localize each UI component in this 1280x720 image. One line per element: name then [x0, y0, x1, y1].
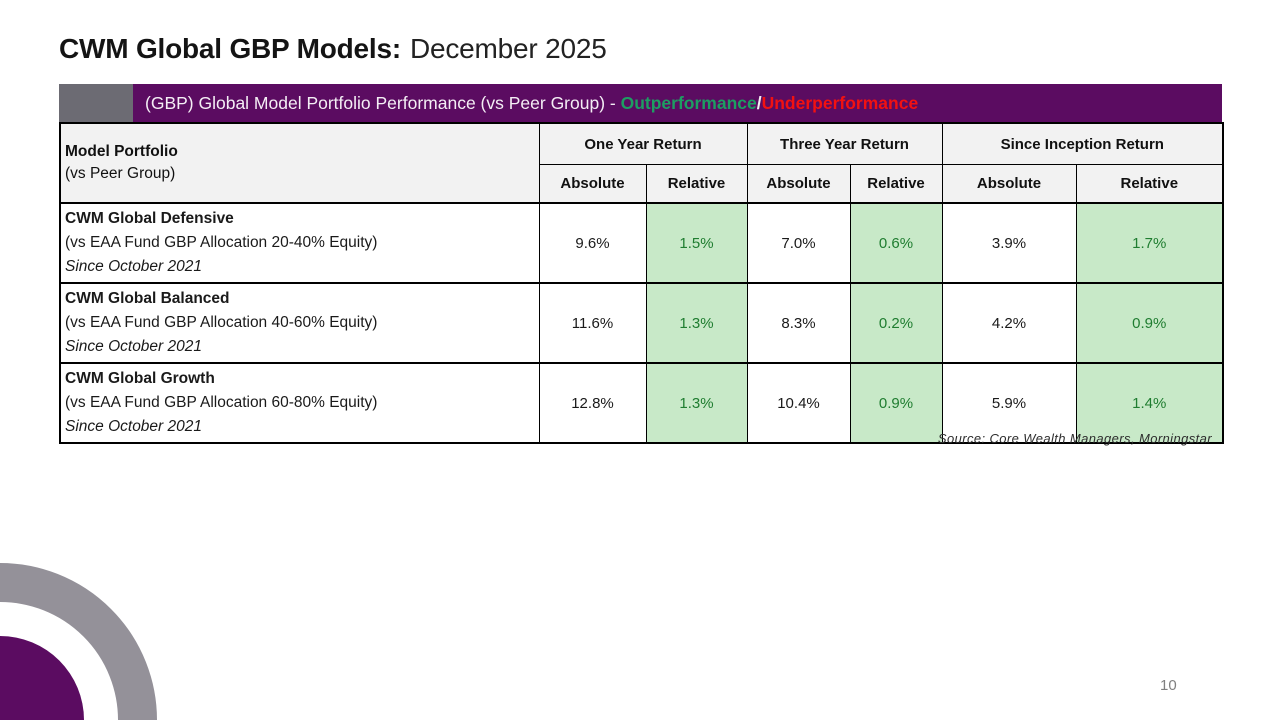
- relative-return-cell: 1.3%: [645, 282, 748, 364]
- banner-title: (GBP) Global Model Portfolio Performance…: [145, 93, 918, 114]
- relative-return-cell: 1.7%: [1075, 202, 1224, 284]
- sub-header-relative: Relative: [645, 164, 748, 204]
- table-row: CWM Global Defensive (vs EAA Fund GBP All…: [59, 202, 1224, 284]
- sub-header-relative: Relative: [1075, 164, 1224, 204]
- relative-return-cell: 1.3%: [645, 362, 748, 444]
- relative-return-cell: 1.5%: [645, 202, 748, 284]
- table-banner: (GBP) Global Model Portfolio Performance…: [59, 84, 1222, 122]
- absolute-return-cell: 5.9%: [941, 362, 1077, 444]
- absolute-return-cell: 9.6%: [538, 202, 647, 284]
- portfolio-name: CWM Global Balanced: [65, 290, 230, 307]
- relative-return-cell: 1.4%: [1075, 362, 1224, 444]
- row-header-title: Model Portfolio: [65, 143, 178, 160]
- portfolio-name: CWM Global Growth: [65, 370, 215, 387]
- portfolio-cell: CWM Global Balanced (vs EAA Fund GBP Allo…: [59, 282, 540, 364]
- source-attribution: Source: Core Wealth Managers, Morningsta…: [937, 431, 1212, 446]
- absolute-return-cell: 7.0%: [746, 202, 851, 284]
- sub-header-relative: Relative: [849, 164, 943, 204]
- portfolio-cell: CWM Global Growth (vs EAA Fund GBP Alloca…: [59, 362, 540, 444]
- portfolio-name: CWM Global Defensive: [65, 210, 234, 227]
- sub-header-absolute: Absolute: [941, 164, 1077, 204]
- portfolio-benchmark: (vs EAA Fund GBP Allocation 60-80% Equit…: [65, 394, 378, 411]
- table-sub-header-row: Absolute Relative Absolute Relative Abso…: [60, 164, 1224, 204]
- portfolio-inception-date: Since October 2021: [65, 418, 203, 435]
- banner-outperformance-label: Outperformance: [620, 92, 757, 113]
- portfolio-benchmark: (vs EAA Fund GBP Allocation 40-60% Equit…: [65, 314, 378, 331]
- portfolio-inception-date: Since October 2021: [65, 338, 203, 355]
- portfolio-cell: CWM Global Defensive (vs EAA Fund GBP All…: [59, 202, 540, 284]
- relative-return-cell: 0.9%: [849, 362, 943, 444]
- table-group-header-row: Model Portfolio (vs Peer Group) One Year…: [59, 122, 1224, 204]
- column-group-one-year: One Year Return: [538, 122, 748, 165]
- row-header-subtitle: (vs Peer Group): [65, 165, 176, 182]
- page-title-bold: CWM Global GBP Models:: [59, 33, 401, 64]
- absolute-return-cell: 4.2%: [941, 282, 1077, 364]
- table-body: CWM Global Defensive (vs EAA Fund GBP All…: [59, 202, 1224, 444]
- absolute-return-cell: 3.9%: [941, 202, 1077, 284]
- table-row: CWM Global Growth (vs EAA Fund GBP Alloca…: [59, 362, 1224, 444]
- column-group-since-inception: Since Inception Return: [941, 122, 1224, 165]
- portfolio-inception-date: Since October 2021: [65, 258, 203, 275]
- row-header-cell: Model Portfolio (vs Peer Group): [59, 122, 540, 204]
- banner-accent-box: [59, 84, 133, 122]
- performance-table: Model Portfolio (vs Peer Group) One Year…: [59, 122, 1225, 444]
- sub-header-absolute: Absolute: [538, 164, 647, 204]
- page-title-date: December 2025: [409, 33, 607, 64]
- page-number: 10: [1160, 677, 1177, 694]
- banner-underperformance-label: Underperformance: [761, 92, 919, 113]
- banner-title-prefix: (GBP) Global Model Portfolio Performance…: [145, 92, 621, 113]
- relative-return-cell: 0.9%: [1075, 282, 1224, 364]
- column-group-three-year: Three Year Return: [746, 122, 943, 165]
- absolute-return-cell: 11.6%: [538, 282, 647, 364]
- relative-return-cell: 0.6%: [849, 202, 943, 284]
- sub-header-absolute: Absolute: [746, 164, 851, 204]
- absolute-return-cell: 8.3%: [746, 282, 851, 364]
- absolute-return-cell: 10.4%: [746, 362, 851, 444]
- portfolio-benchmark: (vs EAA Fund GBP Allocation 20-40% Equit…: [65, 234, 378, 251]
- table-row: CWM Global Balanced (vs EAA Fund GBP Allo…: [59, 282, 1224, 364]
- relative-return-cell: 0.2%: [849, 282, 943, 364]
- banner-separator: /: [756, 92, 762, 113]
- page-title: CWM Global GBP Models: December 2025: [59, 33, 607, 65]
